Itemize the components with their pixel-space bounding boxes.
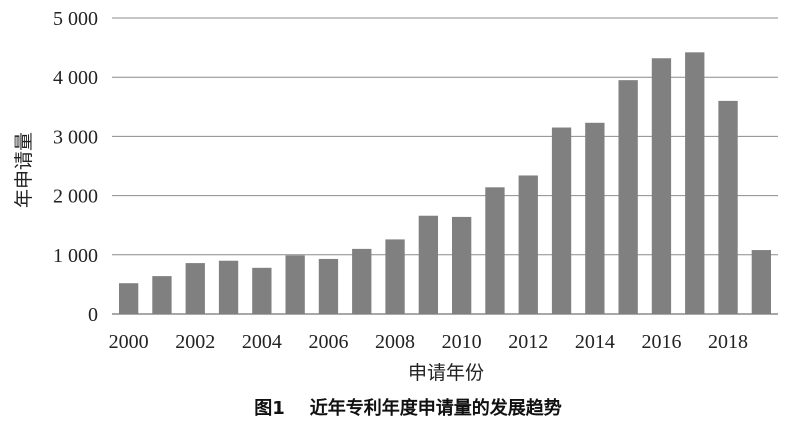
x-tick-label: 2002 xyxy=(175,331,215,353)
bar-2017 xyxy=(685,52,705,314)
bar-2015 xyxy=(618,80,638,314)
x-tick-label: 2010 xyxy=(442,331,482,353)
y-tick-label: 1 000 xyxy=(53,245,98,267)
x-tick-label: 2018 xyxy=(708,331,748,353)
bar-2003 xyxy=(218,260,239,314)
y-tick-label: 5 000 xyxy=(53,8,98,30)
y-tick-labels: 0 1 000 2 000 3 000 4 000 5 000 xyxy=(53,8,98,326)
bar-2013 xyxy=(551,127,572,315)
x-tick-label: 2000 xyxy=(109,331,149,353)
bar-2010 xyxy=(451,216,472,314)
y-tick-label: 4 000 xyxy=(53,67,98,89)
x-tick-label: 2012 xyxy=(508,331,548,353)
bar-2008 xyxy=(385,239,405,314)
gridlines xyxy=(112,17,778,315)
bar-2016 xyxy=(651,58,672,315)
x-tick-label: 2014 xyxy=(575,331,615,353)
x-tick-label: 2008 xyxy=(375,331,415,353)
bar-2000 xyxy=(118,283,139,314)
bar-2001 xyxy=(152,276,172,314)
y-axis-title: 年申请量 xyxy=(13,132,35,208)
bar-2006 xyxy=(318,258,339,314)
bar-2011 xyxy=(485,187,505,314)
x-tick-labels: 2000 2002 2004 2006 2008 2010 2012 2014 2016 2018 xyxy=(109,331,748,353)
y-tick-label: 0 xyxy=(88,304,98,326)
bar-2002 xyxy=(185,263,205,314)
bar-2014 xyxy=(585,122,605,314)
x-tick-label: 2004 xyxy=(242,331,282,353)
bar-2012 xyxy=(518,175,538,314)
x-axis-title: 申请年份 xyxy=(408,362,484,384)
bar-2018 xyxy=(718,100,738,314)
x-tick-label: 2006 xyxy=(308,331,348,353)
bar-2007 xyxy=(352,248,372,314)
x-tick-label: 2016 xyxy=(641,331,681,353)
figure-caption: 图1 近年专利年度申请量的发展趋势 xyxy=(254,397,562,419)
bar-2019 xyxy=(751,250,772,314)
bar-2004 xyxy=(252,267,272,314)
y-tick-label: 3 000 xyxy=(53,126,98,148)
bar-2005 xyxy=(285,255,305,314)
bars xyxy=(118,52,772,315)
y-tick-label: 2 000 xyxy=(53,186,98,208)
bar-2009 xyxy=(418,215,439,314)
